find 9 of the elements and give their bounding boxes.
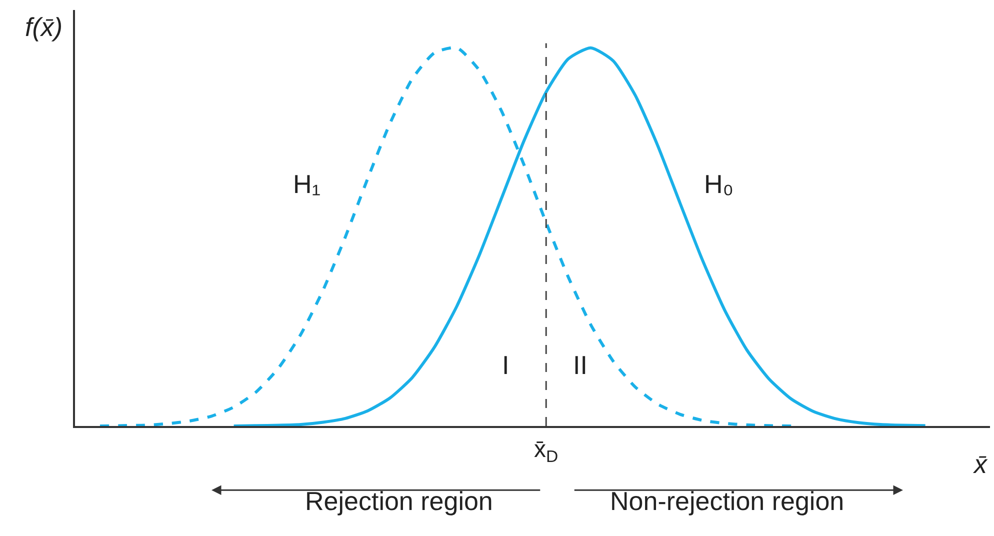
series-label: H₀ — [704, 169, 734, 199]
text: Non-rejection region — [610, 486, 844, 516]
text: Rejection region — [305, 486, 493, 516]
y-axis-title: f(x̄) — [25, 12, 63, 42]
text: x̄$_{D}$ — [534, 436, 558, 466]
series-label: H₁ — [293, 169, 321, 199]
x-axis-title: x̄ — [972, 449, 988, 479]
annotation: II — [573, 350, 588, 380]
annotation: I — [502, 350, 510, 380]
